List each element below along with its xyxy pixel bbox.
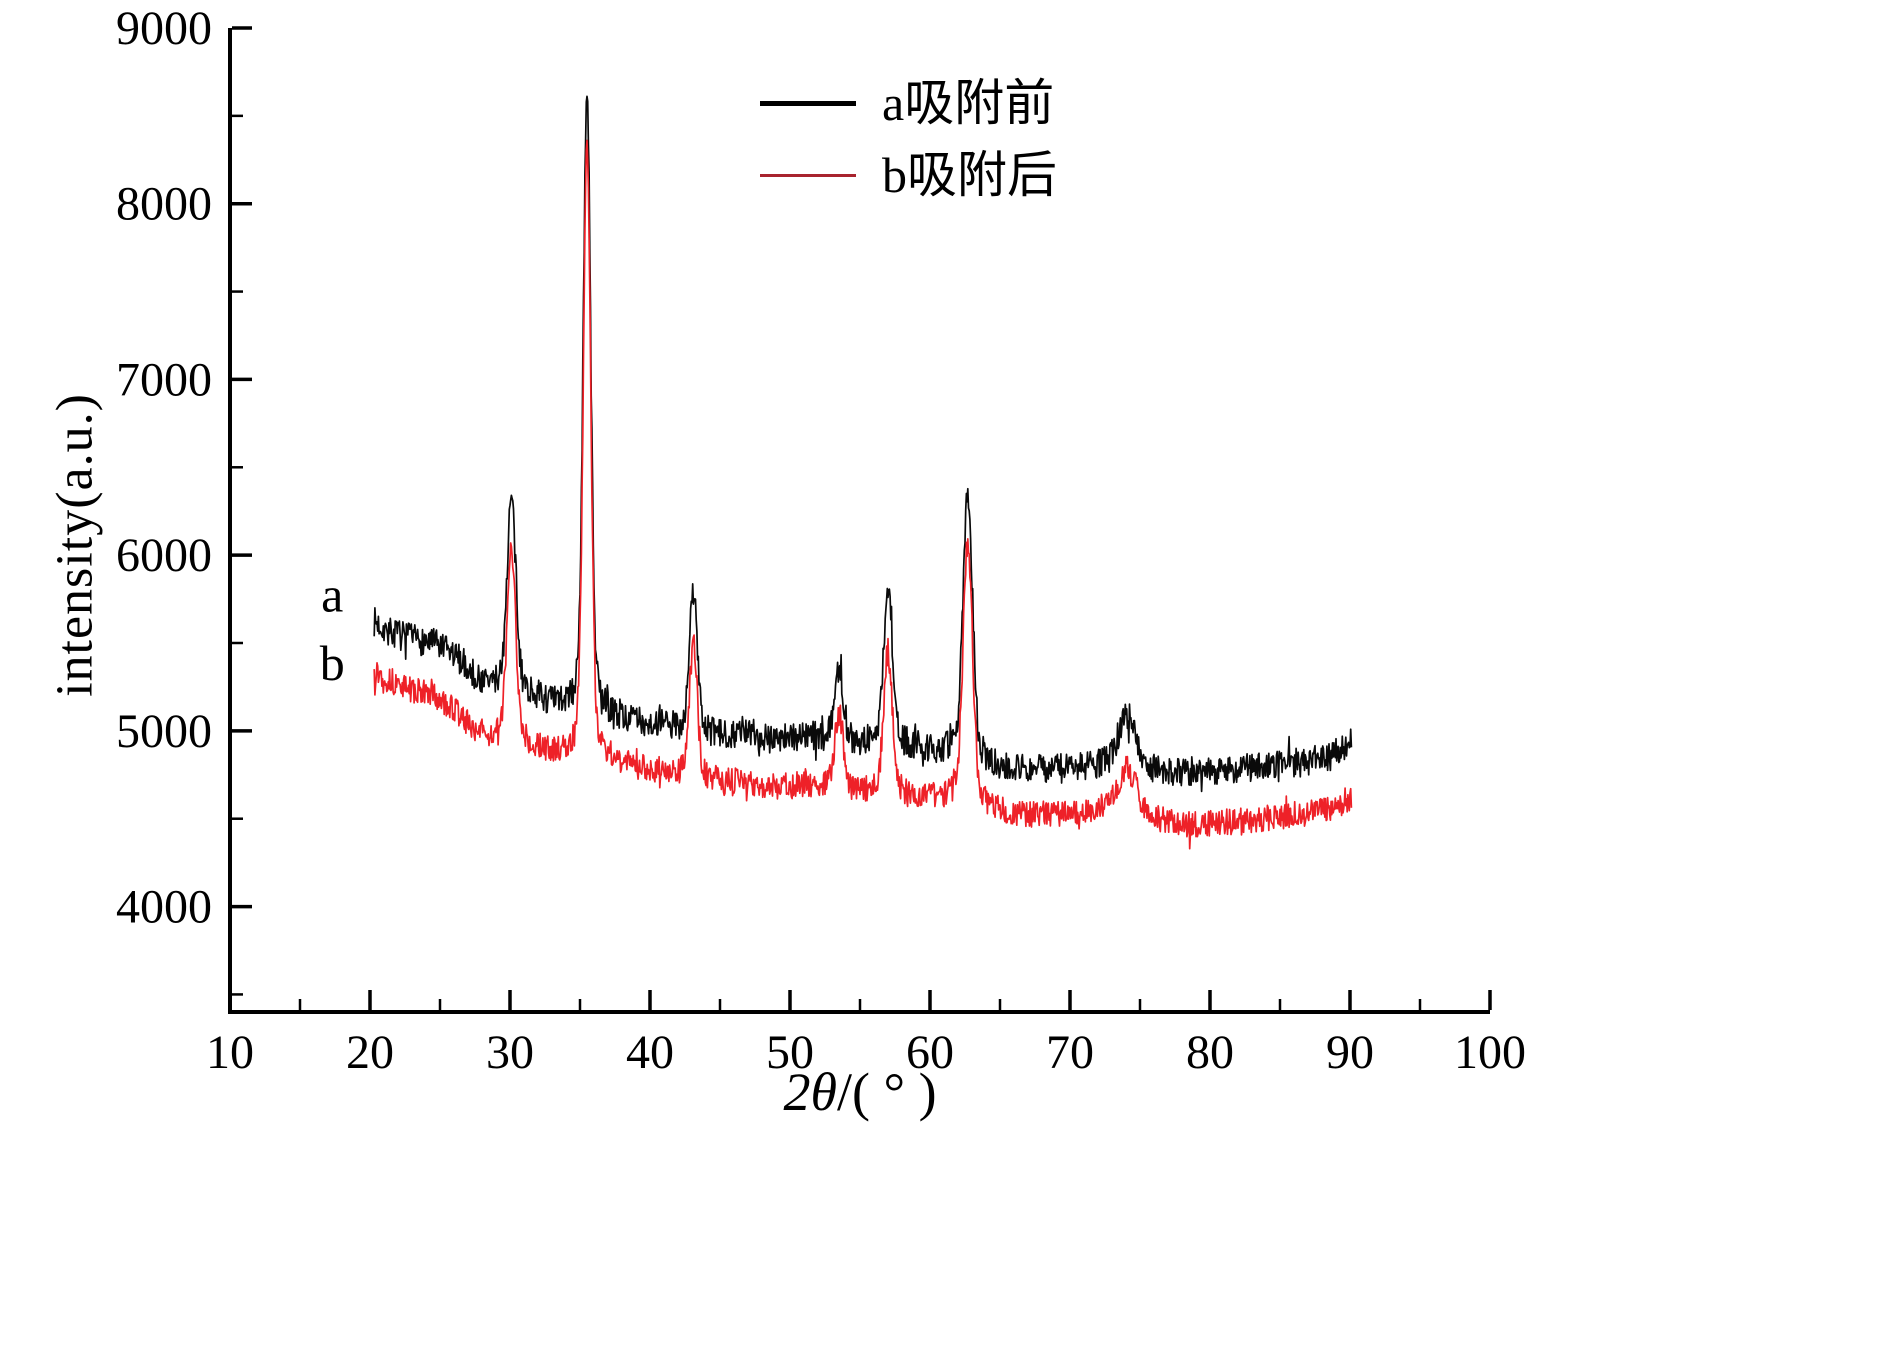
y-axis-title: intensity(a.u.) [46,393,104,697]
series-line-a-before-adsorption [373,95,1353,793]
x-tick-label: 100 [1454,1026,1526,1079]
y-tick-label: 6000 [116,529,212,582]
y-tick-label: 5000 [116,705,212,758]
y-tick-label: 8000 [116,178,212,231]
curve-annotation-a: a [321,566,343,622]
y-tick-label: 4000 [116,881,212,934]
x-axis-title: 2θ/( ° ) [783,1061,936,1123]
legend-label-after-adsorption: b吸附后 [882,147,1057,203]
curve-annotation-b: b [320,635,345,691]
legend: a吸附前 b吸附后 [760,72,1057,206]
x-tick-label: 80 [1186,1026,1234,1079]
legend-line-sample-black [760,100,856,106]
y-axis-ticks: 4000 5000 6000 7000 8000 9000 [116,2,252,996]
x-axis-title-number: 2 [783,1062,811,1122]
x-axis-ticks: 10 20 30 40 50 60 70 80 90 100 [206,990,1526,1079]
x-tick-label: 10 [206,1026,254,1079]
legend-entry-before-adsorption: a吸附前 [760,72,1057,134]
legend-label-before-adsorption: a吸附前 [882,75,1055,131]
x-tick-label: 20 [346,1026,394,1079]
y-tick-label: 9000 [116,2,212,55]
legend-line-sample-red [760,173,856,177]
x-tick-label: 90 [1326,1026,1374,1079]
x-tick-label: 30 [486,1026,534,1079]
x-tick-label: 50 [766,1026,814,1079]
x-axis-title-unit: /( ° ) [836,1062,937,1122]
x-tick-label: 70 [1046,1026,1094,1079]
y-tick-label: 7000 [116,353,212,406]
x-tick-label: 40 [626,1026,674,1079]
legend-entry-after-adsorption: b吸附后 [760,144,1057,206]
series-line-b-after-adsorption [373,139,1353,850]
x-tick-label: 60 [906,1026,954,1079]
x-axis-title-theta-symbol: θ [810,1062,837,1122]
